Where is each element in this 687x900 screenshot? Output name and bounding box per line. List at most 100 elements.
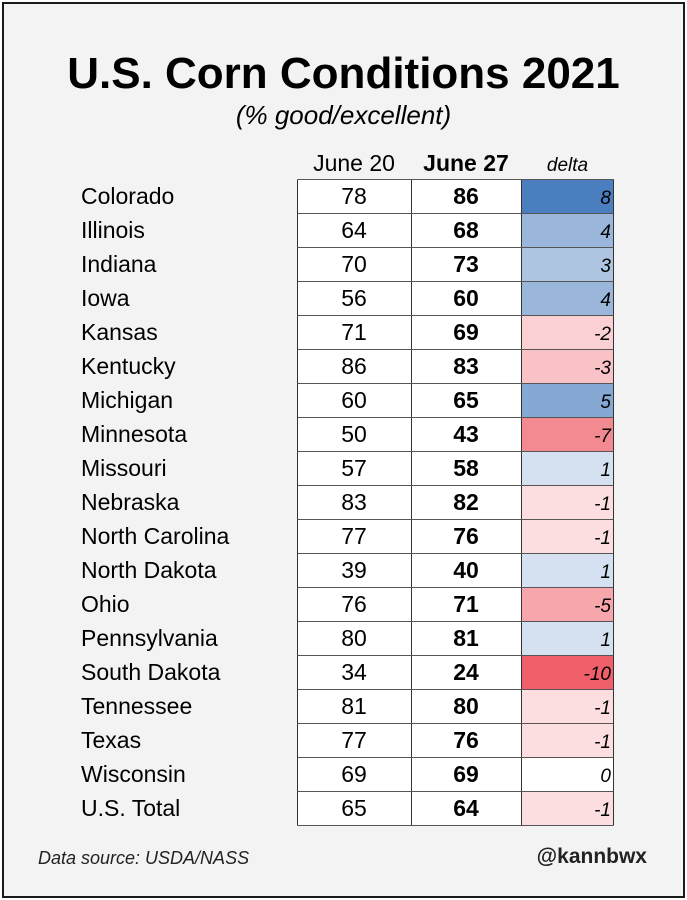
cell-june27: 80 — [411, 689, 521, 723]
table-row: 86 83 -3 — [297, 349, 614, 383]
state-label: Iowa — [81, 285, 130, 311]
cell-delta: 4 — [521, 281, 614, 315]
cell-june20: 77 — [297, 519, 411, 553]
cell-june20: 69 — [297, 757, 411, 791]
column-header-june20: June 20 — [313, 150, 395, 176]
author-handle: @kannbwx — [536, 845, 647, 868]
cell-delta: 8 — [521, 179, 614, 213]
cell-june20: 39 — [297, 553, 411, 587]
cell-june27: 58 — [411, 451, 521, 485]
state-label: U.S. Total — [81, 795, 181, 821]
cell-june27: 60 — [411, 281, 521, 315]
cell-june20: 60 — [297, 383, 411, 417]
cell-june27: 64 — [411, 791, 521, 825]
cell-june20: 81 — [297, 689, 411, 723]
table-row: 83 82 -1 — [297, 485, 614, 519]
cell-delta: 1 — [521, 621, 614, 655]
cell-june20: 65 — [297, 791, 411, 825]
table-row: 39 40 1 — [297, 553, 614, 587]
table-row: 50 43 -7 — [297, 417, 614, 451]
cell-june27: 86 — [411, 179, 521, 213]
state-label: Ohio — [81, 591, 130, 617]
cell-june20: 50 — [297, 417, 411, 451]
table-row: 76 71 -5 — [297, 587, 614, 621]
table-row: 64 68 4 — [297, 213, 614, 247]
state-label: Missouri — [81, 455, 167, 481]
cell-june27: 43 — [411, 417, 521, 451]
cell-june20: 77 — [297, 723, 411, 757]
cell-june20: 71 — [297, 315, 411, 349]
state-label: Texas — [81, 727, 142, 753]
cell-delta: 5 — [521, 383, 614, 417]
table-row: 70 73 3 — [297, 247, 614, 281]
cell-delta: 0 — [521, 757, 614, 791]
state-label: Pennsylvania — [81, 625, 218, 651]
state-label: Kansas — [81, 319, 158, 345]
cell-june20: 56 — [297, 281, 411, 315]
state-label: South Dakota — [81, 659, 221, 685]
column-header-delta: delta — [546, 155, 589, 176]
state-label: Tennessee — [81, 693, 193, 719]
cell-june27: 71 — [411, 587, 521, 621]
table-row: 71 69 -2 — [297, 315, 614, 349]
table-row: 65 64 -1 — [297, 791, 614, 825]
cell-delta: -3 — [521, 349, 614, 383]
state-label: Michigan — [81, 387, 174, 413]
table-row: 57 58 1 — [297, 451, 614, 485]
cell-delta: -2 — [521, 315, 614, 349]
state-label: Minnesota — [81, 421, 188, 447]
cell-june27: 76 — [411, 519, 521, 553]
cell-delta: -1 — [521, 723, 614, 757]
cell-june27: 76 — [411, 723, 521, 757]
cell-delta: 4 — [521, 213, 614, 247]
cell-june27: 69 — [411, 757, 521, 791]
state-label: Nebraska — [81, 489, 180, 515]
cell-delta: -5 — [521, 587, 614, 621]
state-label: Indiana — [81, 251, 157, 277]
cell-june27: 73 — [411, 247, 521, 281]
table-row: 80 81 1 — [297, 621, 614, 655]
cell-june27: 81 — [411, 621, 521, 655]
cell-june27: 40 — [411, 553, 521, 587]
cell-june20: 70 — [297, 247, 411, 281]
cell-delta: 1 — [521, 553, 614, 587]
cell-june20: 64 — [297, 213, 411, 247]
cell-delta: -1 — [521, 519, 614, 553]
table-row: 56 60 4 — [297, 281, 614, 315]
table-row: 77 76 -1 — [297, 723, 614, 757]
table-row: 77 76 -1 — [297, 519, 614, 553]
table-row: 60 65 5 — [297, 383, 614, 417]
chart-subtitle: (% good/excellent) — [235, 100, 452, 130]
cell-delta: -1 — [521, 689, 614, 723]
data-source-note: Data source: USDA/NASS — [38, 848, 250, 868]
cell-june27: 82 — [411, 485, 521, 519]
cell-delta: -10 — [521, 655, 614, 689]
state-label: Illinois — [81, 217, 145, 243]
cell-june20: 78 — [297, 179, 411, 213]
column-header-june27: June 27 — [423, 150, 509, 176]
chart-title: U.S. Corn Conditions 2021 — [67, 49, 620, 98]
table-row: 78 86 8 — [297, 179, 614, 213]
table-row: 69 69 0 — [297, 757, 614, 791]
state-label: Colorado — [81, 183, 175, 209]
state-label: Wisconsin — [81, 761, 186, 787]
cell-june27: 68 — [411, 213, 521, 247]
cell-june27: 83 — [411, 349, 521, 383]
cell-june20: 34 — [297, 655, 411, 689]
state-label: Kentucky — [81, 353, 176, 379]
cell-delta: -1 — [521, 485, 614, 519]
cell-june27: 65 — [411, 383, 521, 417]
state-label: North Carolina — [81, 523, 230, 549]
cell-june20: 57 — [297, 451, 411, 485]
cell-june27: 24 — [411, 655, 521, 689]
cell-june20: 76 — [297, 587, 411, 621]
table-row: 81 80 -1 — [297, 689, 614, 723]
cell-june20: 86 — [297, 349, 411, 383]
cell-delta: -7 — [521, 417, 614, 451]
cell-delta: 3 — [521, 247, 614, 281]
cell-june27: 69 — [411, 315, 521, 349]
cell-delta: 1 — [521, 451, 614, 485]
cell-june20: 80 — [297, 621, 411, 655]
cell-june20: 83 — [297, 485, 411, 519]
state-label: North Dakota — [81, 557, 217, 583]
